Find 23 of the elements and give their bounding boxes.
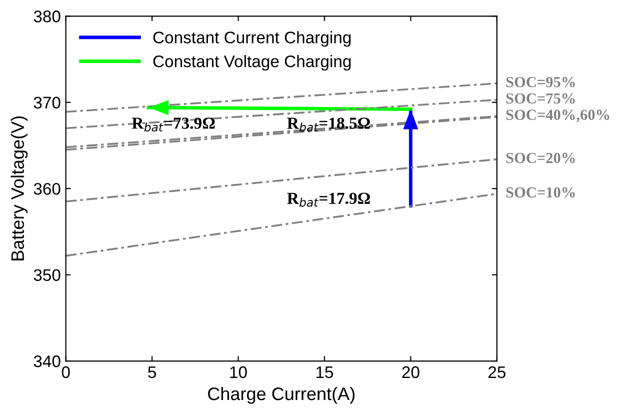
y-tick-label: 360 — [34, 182, 60, 195]
legend-label: Constant Voltage Charging — [153, 55, 351, 71]
annotation: R$_{bat}$=73.9Ω — [132, 118, 215, 132]
series-label: SOC=10% — [506, 187, 575, 198]
annotation: R$_{bat}$=18.5Ω — [287, 118, 370, 132]
y-tick-label: 350 — [34, 269, 60, 281]
series-label: SOC=75% — [506, 93, 575, 104]
series-label: SOC=40%,60% — [506, 110, 610, 122]
y-tick-label: 380 — [34, 10, 60, 22]
series-label: SOC=20% — [506, 152, 575, 164]
legend-label: Constant Current Charging — [153, 31, 351, 47]
x-tick-label: 5 — [148, 366, 156, 378]
y-tick-label: 370 — [34, 96, 60, 109]
y-tick-label: 340 — [34, 355, 60, 368]
y-axis-title: Battery Voltage(V) — [10, 116, 28, 260]
series-label: SOC=95% — [506, 76, 575, 88]
x-tick-label: 15 — [316, 366, 334, 378]
x-tick-label: 20 — [402, 366, 420, 378]
x-tick-label: 10 — [230, 366, 247, 378]
x-tick-label: 25 — [488, 366, 506, 378]
x-axis-title: Charge Current(A) — [208, 386, 355, 404]
x-tick-label: 0 — [62, 366, 70, 378]
annotation: R$_{bat}$=17.9Ω — [287, 192, 370, 207]
